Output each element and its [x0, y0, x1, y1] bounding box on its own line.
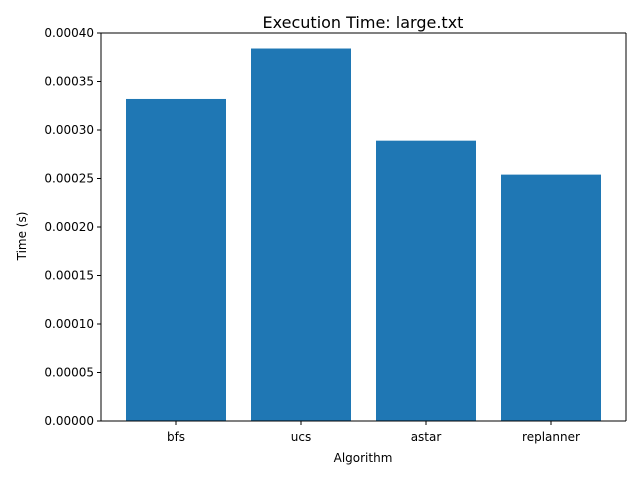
bar-ucs — [251, 48, 351, 422]
x-tick-label-ucs: ucs — [291, 430, 311, 444]
y-tick-label: 0.00040 — [44, 26, 94, 40]
y-tick-label: 0.00030 — [44, 123, 94, 137]
x-axis-label: Algorithm — [334, 451, 393, 465]
bar-astar — [376, 140, 476, 422]
bars-group — [126, 48, 601, 422]
x-tick-label-astar: astar — [411, 430, 442, 444]
bar-bfs — [126, 98, 226, 422]
y-tick-label: 0.00015 — [44, 269, 94, 283]
y-tick-label: 0.00000 — [44, 414, 94, 428]
y-tick-label: 0.00020 — [44, 220, 94, 234]
x-axis-ticks: bfs ucs astar replanner — [167, 421, 580, 444]
y-tick-label: 0.00005 — [44, 366, 94, 380]
x-tick-label-replanner: replanner — [522, 430, 580, 444]
axes-frame — [100, 32, 627, 422]
y-tick-label: 0.00010 — [44, 317, 94, 331]
y-tick-label: 0.00035 — [44, 75, 94, 89]
bar-replanner — [501, 174, 601, 421]
x-tick-label-bfs: bfs — [167, 430, 185, 444]
y-tick-label: 0.00025 — [44, 172, 94, 186]
chart-title: Execution Time: large.txt — [263, 13, 464, 32]
y-axis-ticks: 0.00000 0.00005 0.00010 0.00015 0.00020 0.000… — [44, 26, 101, 428]
y-axis-label: Time (s) — [15, 212, 29, 262]
